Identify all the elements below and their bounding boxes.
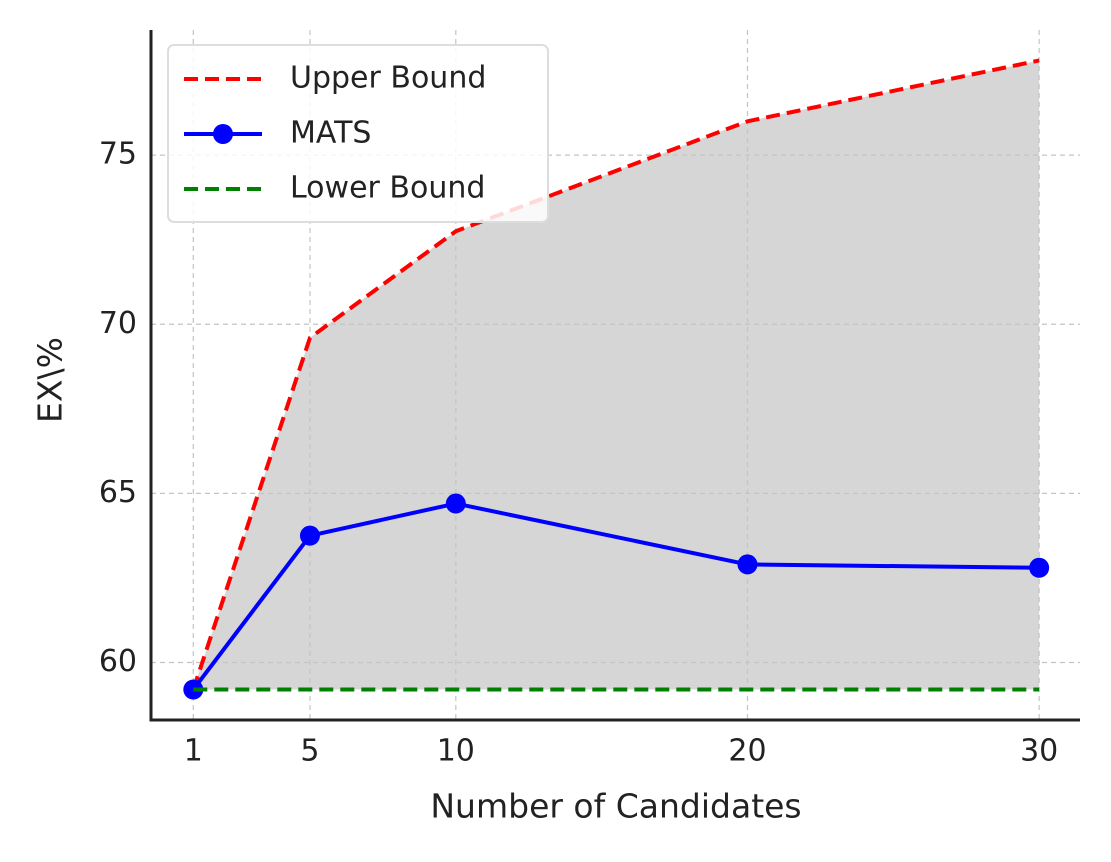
x-tick-label: 1 — [184, 734, 203, 769]
legend-box — [167, 44, 549, 223]
y-axis-label: EX\% — [31, 337, 70, 423]
legend-label: Lower Bound — [290, 171, 485, 206]
marker — [445, 493, 466, 514]
marker — [299, 525, 320, 546]
x-tick-label: 30 — [1020, 734, 1058, 769]
legend-marker — [213, 124, 233, 144]
marker — [737, 554, 758, 575]
legend-label: MATS — [290, 116, 371, 151]
x-axis-label: Number of Candidates — [430, 787, 801, 826]
shaded-region — [193, 60, 1040, 690]
x-tick-label: 5 — [300, 734, 319, 769]
y-tick-label: 65 — [99, 475, 137, 510]
x-tick-label: 10 — [437, 734, 475, 769]
legend-label: Upper Bound — [290, 61, 486, 96]
marker — [1029, 557, 1050, 578]
series-line — [191, 58, 1040, 691]
y-tick-label: 75 — [99, 137, 137, 172]
y-tick-label: 70 — [99, 306, 137, 341]
y-tick-label: 60 — [99, 644, 137, 679]
x-tick-label: 20 — [728, 734, 766, 769]
